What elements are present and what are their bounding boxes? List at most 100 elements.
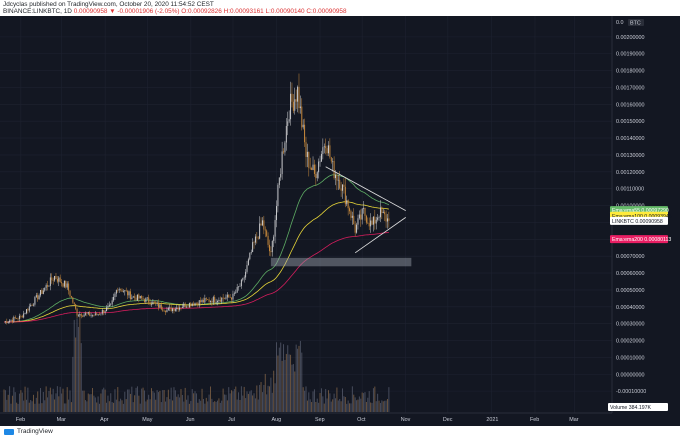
price-tick-label: 0.00070000 — [616, 254, 644, 260]
candle-body — [61, 282, 63, 284]
candle-body — [79, 314, 81, 316]
volume-bar — [92, 387, 93, 412]
candle-body — [347, 200, 349, 209]
candle-body — [372, 216, 374, 225]
volume-bar — [3, 389, 5, 412]
volume-bar — [173, 387, 175, 412]
volume-bar — [169, 399, 171, 412]
price-chart-svg[interactable]: 0.00200000 0.00190000 0.00180000 0.00170000… — [0, 16, 680, 426]
volume-bar — [263, 384, 265, 412]
candle-body — [273, 236, 275, 241]
volume-bar — [306, 400, 308, 412]
triangle-pattern — [325, 166, 406, 254]
candle-body — [125, 290, 127, 291]
volume-bar — [76, 318, 78, 412]
candle-body — [181, 307, 183, 308]
volume-bar — [207, 401, 209, 412]
volume-bar — [240, 386, 242, 412]
volume-bar — [228, 387, 230, 412]
grid-lines — [0, 16, 612, 413]
candle-body — [382, 211, 384, 214]
volume-bar — [44, 400, 46, 412]
candle-body — [367, 222, 369, 224]
candle-body — [107, 306, 109, 308]
price-tick-label: 0.00140000 — [616, 136, 644, 142]
candle-body — [17, 318, 19, 320]
candle-body — [304, 124, 306, 143]
volume-bar — [61, 393, 63, 412]
candle-body — [219, 300, 221, 302]
candle-body — [7, 321, 9, 323]
candle-body — [246, 265, 248, 272]
volume-bar — [371, 402, 373, 412]
candle-body — [209, 300, 211, 302]
candle-body — [70, 296, 72, 298]
candle-body — [295, 99, 297, 102]
candle-body — [323, 146, 325, 148]
candle-body — [226, 294, 228, 298]
candle-body — [364, 207, 366, 216]
candle-body — [100, 313, 102, 315]
candle-body — [368, 223, 370, 227]
candle-body — [276, 206, 277, 221]
volume-bar — [315, 402, 317, 412]
volume-bar — [283, 344, 285, 412]
candle-body — [173, 308, 175, 311]
volume-bar — [132, 402, 134, 412]
volume-bar — [295, 344, 297, 412]
candle-body — [302, 124, 304, 128]
candle-body — [349, 208, 351, 212]
candle-body — [111, 300, 113, 305]
volume-bar — [277, 355, 279, 412]
candle-body — [335, 174, 336, 179]
volume-bar — [320, 388, 322, 412]
candle-body — [179, 307, 181, 310]
volume-bar — [21, 392, 23, 412]
volume-bar — [38, 403, 40, 412]
volume-bar — [9, 386, 11, 412]
volume-bar — [20, 390, 22, 412]
tradingview-logo[interactable]: TradingView — [4, 428, 53, 435]
candle-body — [301, 106, 303, 128]
volume-bar — [31, 401, 33, 412]
volume-bar — [325, 389, 327, 412]
candle-body — [113, 297, 115, 301]
candle-body — [260, 223, 262, 226]
candle-body — [221, 297, 223, 302]
candle-body — [254, 236, 256, 243]
volume-bar — [13, 387, 15, 412]
volume-bar — [11, 395, 13, 412]
candle-body — [298, 86, 300, 109]
volume-bar — [42, 391, 44, 412]
candle-body — [165, 311, 167, 313]
candle-body — [174, 309, 176, 311]
candle-body — [363, 207, 365, 209]
candle-body — [245, 271, 247, 278]
volume-bar — [30, 400, 32, 412]
candle-body — [327, 145, 329, 154]
candle-body — [139, 295, 141, 299]
time-axis[interactable]: Feb Mar Apr May Jun Jul Aug Sep Oct Nov Dec 2021 Feb… — [0, 412, 612, 423]
time-tick-label: Apr — [100, 417, 109, 423]
candle-body — [224, 298, 226, 300]
candle-body — [235, 292, 237, 294]
candle-body — [56, 279, 58, 282]
volume-bar — [202, 398, 204, 412]
volume-bar — [54, 399, 56, 412]
chart-area[interactable]: 0.00200000 0.00190000 0.00180000 0.00170000… — [0, 16, 680, 426]
volume-bar — [290, 354, 292, 412]
volume-bar — [146, 399, 148, 412]
candle-body — [89, 312, 91, 316]
candle-body — [63, 280, 65, 287]
volume-bar — [242, 395, 244, 412]
candle-body — [268, 244, 270, 252]
volume-bar — [27, 387, 29, 412]
candle-body — [250, 252, 252, 254]
candle-body — [264, 229, 266, 231]
candle-body — [202, 299, 204, 303]
volume-bar — [284, 359, 286, 412]
price-tick-label: 0.00150000 — [616, 119, 644, 125]
volume-bar — [226, 400, 228, 412]
candle-body — [358, 214, 360, 219]
candle-body — [270, 251, 272, 253]
